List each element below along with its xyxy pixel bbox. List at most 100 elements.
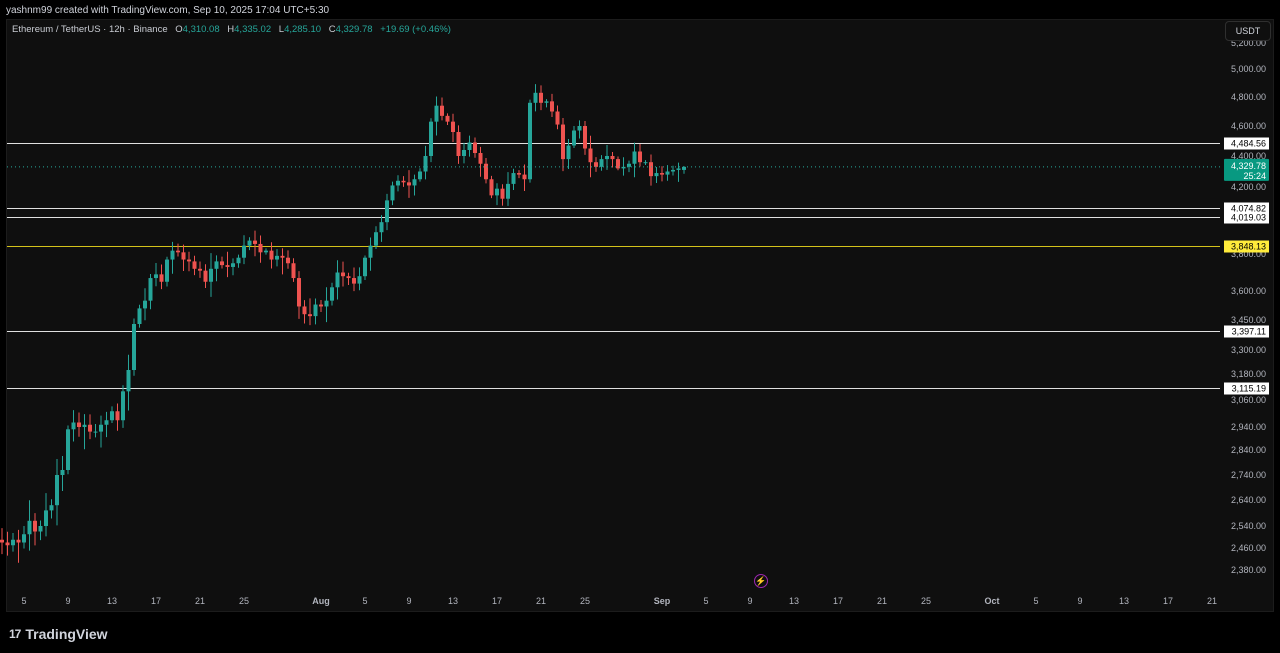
candle-body bbox=[159, 274, 164, 282]
candle-body bbox=[291, 263, 296, 279]
candle-body bbox=[390, 185, 395, 201]
price-chart[interactable]: 5,200.00 5,000.00 4,800.00 4,600.00 4,400.00… bbox=[0, 0, 1280, 612]
level-price-tag bbox=[1224, 211, 1269, 224]
candle-body bbox=[280, 255, 285, 258]
candle-body bbox=[319, 304, 323, 307]
candle-body bbox=[566, 145, 571, 160]
candle-body bbox=[423, 156, 428, 172]
level-price-tag bbox=[1224, 325, 1269, 338]
candle-body bbox=[93, 431, 98, 433]
y-tick-label: 2,540.00 bbox=[1231, 521, 1266, 531]
candle-body bbox=[379, 222, 384, 233]
symbol-name[interactable]: Ethereum / TetherUS · 12h · Binance bbox=[12, 24, 168, 35]
x-tick-label: Sep bbox=[654, 596, 671, 606]
candle-body bbox=[660, 173, 664, 175]
y-tick-label: 4,200.00 bbox=[1231, 182, 1266, 192]
candle-body bbox=[60, 470, 65, 475]
candle-body bbox=[610, 156, 615, 160]
currency-button[interactable]: USDT bbox=[1225, 21, 1271, 41]
candle-body bbox=[242, 245, 246, 258]
candle-body bbox=[66, 429, 70, 470]
candle-body bbox=[77, 422, 81, 427]
candle-body bbox=[341, 272, 345, 277]
y-tick-label: 2,640.00 bbox=[1231, 495, 1266, 505]
level-price-label: 3,397.11 bbox=[1232, 327, 1266, 337]
candle-body bbox=[209, 268, 213, 282]
candle-body bbox=[82, 424, 87, 427]
level-price-label: 4,484.56 bbox=[1231, 139, 1266, 149]
y-tick-label: 5,200.00 bbox=[1231, 38, 1266, 48]
candle-body bbox=[330, 287, 334, 301]
top-bar: yashnm99 created with TradingView.com, S… bbox=[0, 0, 1280, 19]
x-tick-label: 5 bbox=[703, 596, 708, 606]
y-tick-label: 2,740.00 bbox=[1231, 470, 1266, 480]
x-tick-label: 17 bbox=[1163, 596, 1173, 606]
candle-body bbox=[203, 270, 208, 282]
candle-body bbox=[396, 180, 400, 186]
y-tick-label: 2,380.00 bbox=[1231, 565, 1266, 575]
candle-body bbox=[374, 232, 378, 246]
candle-body bbox=[324, 300, 329, 307]
candle-body bbox=[517, 173, 521, 175]
candle-body bbox=[165, 259, 169, 282]
level-price-tag bbox=[1224, 137, 1269, 150]
level-price-label: 3,115.19 bbox=[1232, 384, 1266, 394]
candle-body bbox=[429, 121, 433, 156]
y-tick-label: 3,300.00 bbox=[1231, 345, 1266, 355]
y-tick-label: 2,460.00 bbox=[1231, 543, 1266, 553]
candle-body bbox=[357, 276, 362, 284]
candle-body bbox=[313, 304, 318, 317]
tradingview-logo[interactable]: 17 TradingView bbox=[9, 626, 108, 642]
lightning-icon[interactable]: ⚡ bbox=[754, 574, 768, 588]
tradingview-logo-text: TradingView bbox=[25, 626, 108, 642]
x-tick-label: Oct bbox=[984, 596, 999, 606]
close-value: 4,329.78 bbox=[335, 24, 373, 35]
candle-body bbox=[110, 411, 114, 421]
candle-body bbox=[445, 115, 450, 122]
close-label: C bbox=[328, 24, 336, 35]
candle-body bbox=[27, 520, 32, 535]
candle-body bbox=[99, 424, 103, 432]
change-value: +19.69 (+0.46%) bbox=[380, 24, 451, 35]
candle-body bbox=[297, 278, 301, 307]
candle-body bbox=[418, 171, 422, 180]
candle-body bbox=[49, 505, 54, 511]
x-tick-label: 5 bbox=[21, 596, 26, 606]
y-tick-label: 3,180.00 bbox=[1231, 369, 1266, 379]
y-tick-label: 5,000.00 bbox=[1231, 64, 1266, 74]
candle-body bbox=[247, 240, 252, 246]
x-tick-label: 13 bbox=[107, 596, 117, 606]
low-value: 4,285.10 bbox=[284, 24, 322, 35]
candle-body bbox=[495, 188, 499, 196]
candle-body bbox=[627, 163, 631, 167]
y-tick-label: 2,940.00 bbox=[1231, 422, 1266, 432]
x-tick-label: 25 bbox=[239, 596, 249, 606]
x-tick-label: 25 bbox=[580, 596, 590, 606]
candle-body bbox=[11, 539, 15, 546]
candle-body bbox=[352, 278, 356, 284]
candle-body bbox=[407, 182, 411, 186]
candle-body bbox=[594, 162, 598, 167]
candle-body bbox=[533, 92, 538, 103]
level-price-tag bbox=[1224, 382, 1269, 395]
y-tick-label: 3,600.00 bbox=[1231, 286, 1266, 296]
candle-body bbox=[638, 151, 642, 163]
level-price-label: 3,848.13 bbox=[1231, 242, 1266, 252]
footer bbox=[0, 612, 1280, 653]
chart-frame[interactable] bbox=[6, 19, 1274, 612]
candle-body bbox=[71, 422, 76, 430]
candle-body bbox=[605, 156, 609, 160]
candle-body bbox=[214, 261, 219, 269]
candle-body bbox=[649, 162, 653, 177]
candle-body bbox=[170, 250, 175, 260]
candle-body bbox=[500, 188, 505, 199]
y-tick-label: 3,060.00 bbox=[1231, 395, 1266, 405]
candle-body bbox=[599, 159, 604, 167]
candle-body bbox=[126, 370, 131, 392]
x-tick-label: Aug bbox=[312, 596, 330, 606]
x-tick-label: 9 bbox=[1077, 596, 1082, 606]
candle-body bbox=[632, 151, 637, 164]
x-tick-label: 25 bbox=[921, 596, 931, 606]
candle-body bbox=[522, 174, 527, 180]
open-label: O bbox=[175, 24, 183, 35]
